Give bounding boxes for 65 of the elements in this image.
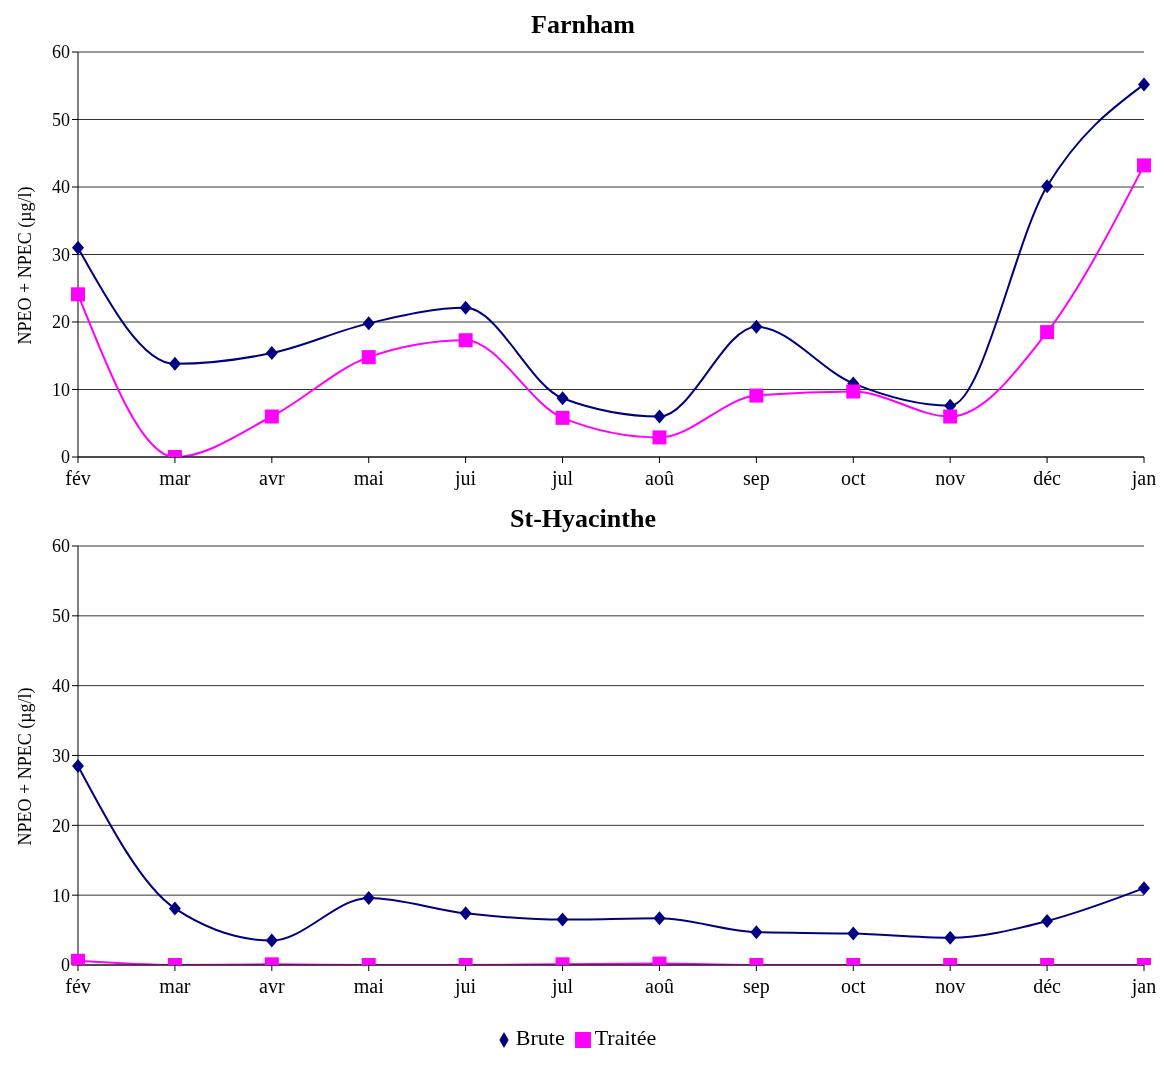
y-tick-label: 0 — [61, 447, 70, 468]
point — [556, 391, 569, 406]
x-tick-label: avr — [259, 975, 285, 998]
x-tick-label: mar — [159, 467, 191, 490]
x-tick-label: fév — [65, 975, 91, 998]
y-tick-label: 20 — [52, 312, 70, 333]
x-tick-label: déc — [1033, 975, 1062, 998]
point — [458, 333, 473, 348]
point — [749, 388, 764, 403]
x-tick-label: aoû — [645, 467, 674, 490]
point — [362, 316, 375, 331]
x-tick-label: avr — [259, 467, 285, 490]
point — [943, 409, 958, 424]
y-tick-label: 10 — [52, 379, 70, 400]
x-tick-label: mai — [353, 467, 385, 490]
point — [1040, 325, 1055, 340]
x-tick-label: sep — [743, 467, 770, 491]
point — [1137, 158, 1151, 173]
point — [653, 409, 666, 424]
y-tick-label: 40 — [52, 676, 70, 697]
x-tick-label: fév — [65, 467, 91, 490]
x-tick-label: jui — [454, 975, 477, 999]
y-tick-label: 50 — [52, 606, 70, 627]
point — [1041, 179, 1054, 194]
point — [71, 287, 85, 302]
x-tick-label: jul — [550, 467, 574, 491]
y-tick-label: 50 — [52, 109, 70, 130]
chart-title: Farnham — [530, 9, 636, 41]
x-tick-label: sep — [743, 975, 770, 999]
x-tick-label: oct — [841, 467, 866, 490]
y-axis-title: NPEO + NPEC (µg/l) — [15, 687, 37, 846]
point — [1138, 77, 1150, 92]
point — [555, 410, 570, 425]
x-tick-label: déc — [1033, 467, 1062, 490]
y-tick-label: 30 — [52, 244, 70, 265]
y-tick-label: 30 — [52, 745, 70, 766]
y-tick-label: 40 — [52, 177, 70, 198]
x-tick-label: oct — [841, 975, 866, 998]
point — [72, 240, 84, 255]
point — [361, 350, 376, 365]
point — [265, 346, 278, 361]
y-tick-label: 60 — [52, 536, 70, 557]
point — [459, 300, 472, 315]
point — [846, 384, 861, 399]
x-tick-label: nov — [935, 467, 966, 490]
y-tick-label: 20 — [52, 815, 70, 836]
y-tick-label: 0 — [61, 955, 70, 976]
y-axis-title: NPEO + NPEC (µg/l) — [15, 186, 37, 345]
point — [750, 319, 763, 334]
y-tick-label: 10 — [52, 885, 70, 906]
x-tick-label: jul — [550, 975, 574, 999]
x-tick-label: nov — [935, 975, 966, 998]
x-tick-label: jui — [454, 467, 477, 491]
point — [264, 409, 279, 424]
chart-title: St-Hyacinthe — [509, 503, 657, 535]
point — [168, 356, 181, 371]
legend-label: Brute — [515, 1025, 565, 1050]
x-tick-label: mai — [353, 975, 385, 998]
x-tick-label: jan — [1130, 975, 1157, 999]
y-tick-label: 60 — [52, 42, 70, 63]
point — [652, 430, 667, 445]
x-tick-label: jan — [1130, 467, 1157, 491]
x-tick-label: aoû — [645, 975, 674, 998]
x-tick-label: mar — [159, 975, 191, 998]
legend-label: Traitée — [594, 1025, 657, 1050]
